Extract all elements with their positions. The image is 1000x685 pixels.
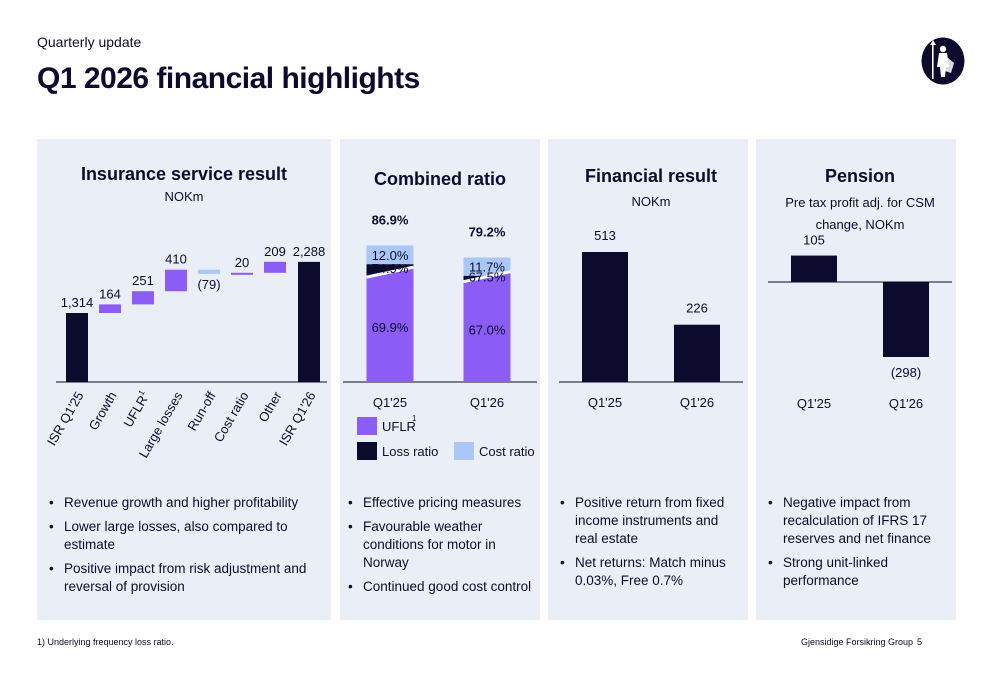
page-kicker: Quarterly update	[37, 34, 142, 50]
company-name: Gjensidige Forsikring Group	[801, 637, 914, 647]
fin-bullets: Positive return from fixed income instru…	[560, 494, 742, 596]
fin-bullet: Net returns: Match minus 0.03%, Free 0.7…	[560, 554, 742, 590]
fin-data-label: 513	[594, 228, 616, 243]
isr-bar	[99, 304, 121, 314]
isr-data-label: 209	[264, 244, 286, 259]
pension-chart-title: Pension	[825, 166, 895, 186]
isr-tick-label: UFLR1	[120, 388, 153, 430]
pension-data-label: 105	[803, 233, 825, 248]
isr-chart-subtitle: NOKm	[165, 189, 204, 204]
fin-panel: Financial result NOKm 513 Q1'25 226 Q1'26 P…	[548, 139, 748, 620]
fin-tick-label: Q1'26	[680, 395, 714, 410]
cr-uflr-divider	[366, 265, 414, 279]
pension-tick-label: Q1'26	[889, 396, 923, 411]
fin-bullet: Positive return from fixed income instru…	[560, 494, 742, 548]
cr-loss-ratio-label: 74.9%	[372, 261, 409, 276]
legend-superscript-uflr: 1	[412, 414, 417, 423]
cr-bullets: Effective pricing measures Favourable we…	[348, 494, 538, 602]
fin-bar-chart: Financial result NOKm 513 Q1'25 226 Q1'26	[559, 166, 743, 410]
isr-waterfall-chart: Insurance service result NOKm 1,314 ISR Q…	[44, 164, 327, 460]
cr-uflr-divider	[463, 270, 511, 284]
isr-panel: Insurance service result NOKm 1,314 ISR Q…	[37, 139, 331, 620]
fin-bar	[582, 252, 628, 382]
pension-panel: Pension Pre tax profit adj. for CSM chan…	[756, 139, 956, 620]
isr-chart-title: Insurance service result	[81, 164, 287, 184]
page-title: Q1 2026 financial highlights	[37, 62, 420, 95]
isr-bar	[66, 313, 88, 382]
isr-tick-superscript: 1	[137, 388, 147, 397]
isr-bar	[264, 261, 286, 273]
isr-data-label: 410	[165, 252, 187, 267]
fin-bar	[674, 324, 720, 382]
cr-legend: UFLR 1 Loss ratio Cost ratio	[357, 414, 535, 460]
legend-label-loss-ratio: Loss ratio	[382, 444, 438, 459]
cr-chart-title: Combined ratio	[374, 169, 506, 189]
isr-bullet: Positive impact from risk adjustment and…	[49, 560, 319, 596]
page-number: 5	[917, 637, 923, 647]
cr-tick-label: Q1'26	[470, 395, 504, 410]
cr-tick-label: Q1'25	[373, 395, 407, 410]
isr-data-label: 251	[132, 273, 154, 288]
cr-bullet: Continued good cost control	[348, 578, 538, 596]
legend-swatch-loss-ratio	[357, 442, 377, 460]
legend-label-cost-ratio: Cost ratio	[479, 444, 535, 459]
viking-warrior-icon	[921, 37, 965, 85]
isr-tick-label: Other	[255, 388, 285, 424]
pension-bar-chart: Pension Pre tax profit adj. for CSM chan…	[768, 166, 952, 411]
isr-data-label: (79)	[197, 277, 220, 292]
cr-cost-ratio-label: 12.0%	[372, 248, 409, 263]
legend-swatch-uflr	[357, 417, 377, 435]
isr-tick-label: ISR Q1'25	[44, 389, 87, 448]
isr-bullet: Lower large losses, also compared to est…	[49, 518, 319, 554]
isr-bar	[231, 272, 253, 275]
isr-bar	[298, 261, 320, 382]
cr-stacked-chart: Combined ratio UFLR 1 Loss ratio Cost ra…	[343, 169, 537, 460]
pension-bullet: Strong unit-linked performance	[768, 554, 950, 590]
isr-tick-label: Growth	[86, 389, 120, 433]
pension-bullets: Negative impact from recalculation of IF…	[768, 494, 950, 596]
isr-data-label: 2,288	[293, 244, 326, 259]
fin-tick-label: Q1'25	[588, 395, 622, 410]
fin-chart-subtitle: NOKm	[632, 194, 671, 209]
isr-bullet: Revenue growth and higher profitability	[49, 494, 319, 512]
isr-bar	[132, 291, 154, 305]
cr-bullet: Effective pricing measures	[348, 494, 538, 512]
pension-bar	[883, 282, 929, 358]
isr-data-label: 164	[99, 286, 121, 301]
isr-bar	[198, 269, 220, 274]
isr-bullets: Revenue growth and higher profitability …	[49, 494, 319, 602]
cr-total-label: 79.2%	[469, 224, 506, 239]
fin-chart-title: Financial result	[585, 166, 717, 186]
cr-uflr-segment	[463, 271, 511, 382]
pension-bar	[791, 255, 837, 282]
legend-swatch-cost-ratio	[454, 442, 474, 460]
pension-chart-subtitle-line: Pre tax profit adj. for CSM	[785, 195, 935, 210]
cr-cost-ratio-label: 11.7%	[469, 260, 505, 275]
cr-uflr-label: 69.9%	[372, 320, 409, 335]
cr-loss-ratio-label: 67.5%	[469, 269, 506, 284]
cr-total-label: 86.9%	[372, 212, 409, 227]
pension-data-label: (298)	[891, 365, 921, 380]
isr-tick-label: Run-off	[184, 389, 218, 434]
cr-uflr-segment	[366, 267, 414, 382]
cr-cost-ratio-segment	[366, 245, 414, 265]
legend-label-uflr: UFLR	[382, 419, 416, 434]
footnote: 1) Underlying frequency loss ratio.	[37, 637, 174, 647]
isr-bar	[165, 269, 187, 292]
cr-bullet: Favourable weather conditions for motor …	[348, 518, 538, 572]
isr-data-label: 20	[235, 255, 249, 270]
pension-tick-label: Q1'25	[797, 396, 831, 411]
cr-cost-ratio-segment	[463, 257, 511, 276]
pension-chart-subtitle-line: change, NOKm	[816, 217, 905, 232]
fin-data-label: 226	[686, 301, 708, 316]
cr-uflr-label: 67.0%	[469, 322, 506, 337]
pension-bullet: Negative impact from recalculation of IF…	[768, 494, 950, 548]
isr-data-label: 1,314	[61, 295, 94, 310]
cr-panel: Combined ratio UFLR 1 Loss ratio Cost ra…	[340, 139, 540, 620]
